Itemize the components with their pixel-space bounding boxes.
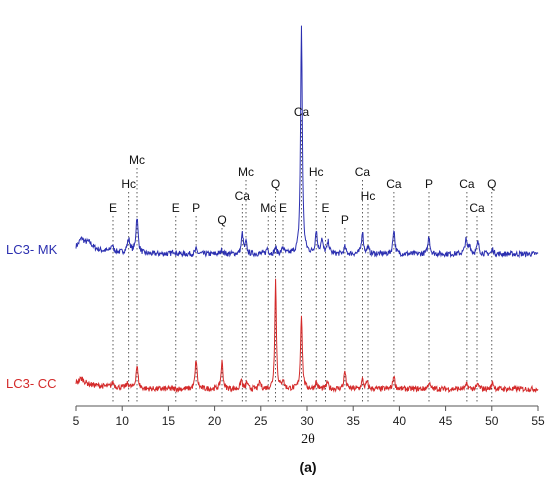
x-tick-label-7: 40 — [393, 414, 407, 428]
phase-marker-lines — [112, 120, 493, 404]
phase-label-2: Mc — [129, 153, 145, 167]
phase-label-20: Ca — [469, 201, 485, 215]
x-tick-label-4: 25 — [254, 414, 268, 428]
series-line-1 — [75, 278, 539, 394]
phase-label-6: Ca — [235, 189, 251, 203]
phase-label-15: Ca — [355, 165, 371, 179]
phase-label-13: E — [321, 201, 329, 215]
x-axis-title: 2θ — [301, 432, 315, 447]
x-tick-label-10: 55 — [531, 414, 545, 428]
series-label-lc3-cc: LC3- CC — [6, 376, 57, 391]
x-tick-label-6: 35 — [347, 414, 361, 428]
phase-label-9: Q — [271, 177, 280, 191]
phase-label-17: Ca — [386, 177, 402, 191]
x-tick-label-9: 50 — [485, 414, 499, 428]
phase-label-5: Q — [217, 213, 226, 227]
diffraction-traces — [75, 25, 539, 394]
x-tick-label-0: 5 — [73, 414, 80, 428]
phase-label-0: E — [109, 201, 117, 215]
series-label-lc3-mk: LC3- MK — [6, 242, 58, 257]
phase-label-7: Mc — [238, 165, 254, 179]
phase-label-12: Hc — [309, 165, 324, 179]
phase-label-16: Hc — [361, 189, 376, 203]
phase-label-8: Mc — [260, 201, 276, 215]
x-tick-label-1: 10 — [116, 414, 130, 428]
phase-label-11: Ca — [294, 105, 310, 119]
phase-label-14: P — [341, 213, 349, 227]
phase-label-21: Q — [487, 177, 496, 191]
x-tick-label-8: 45 — [439, 414, 453, 428]
phase-label-18: P — [425, 177, 433, 191]
x-tick-label-5: 30 — [300, 414, 314, 428]
x-axis: 5 10 15 20 25 30 35 40 45 50 55 — [73, 405, 545, 428]
x-tick-label-2: 15 — [162, 414, 176, 428]
series-line-0 — [75, 25, 539, 259]
phase-label-4: P — [192, 201, 200, 215]
phase-label-1: Hc — [121, 177, 136, 191]
phase-label-3: E — [172, 201, 180, 215]
panel-label: (a) — [299, 459, 316, 475]
phase-label-10: E — [279, 201, 287, 215]
phase-label-19: Ca — [459, 177, 475, 191]
x-tick-label-3: 20 — [208, 414, 222, 428]
